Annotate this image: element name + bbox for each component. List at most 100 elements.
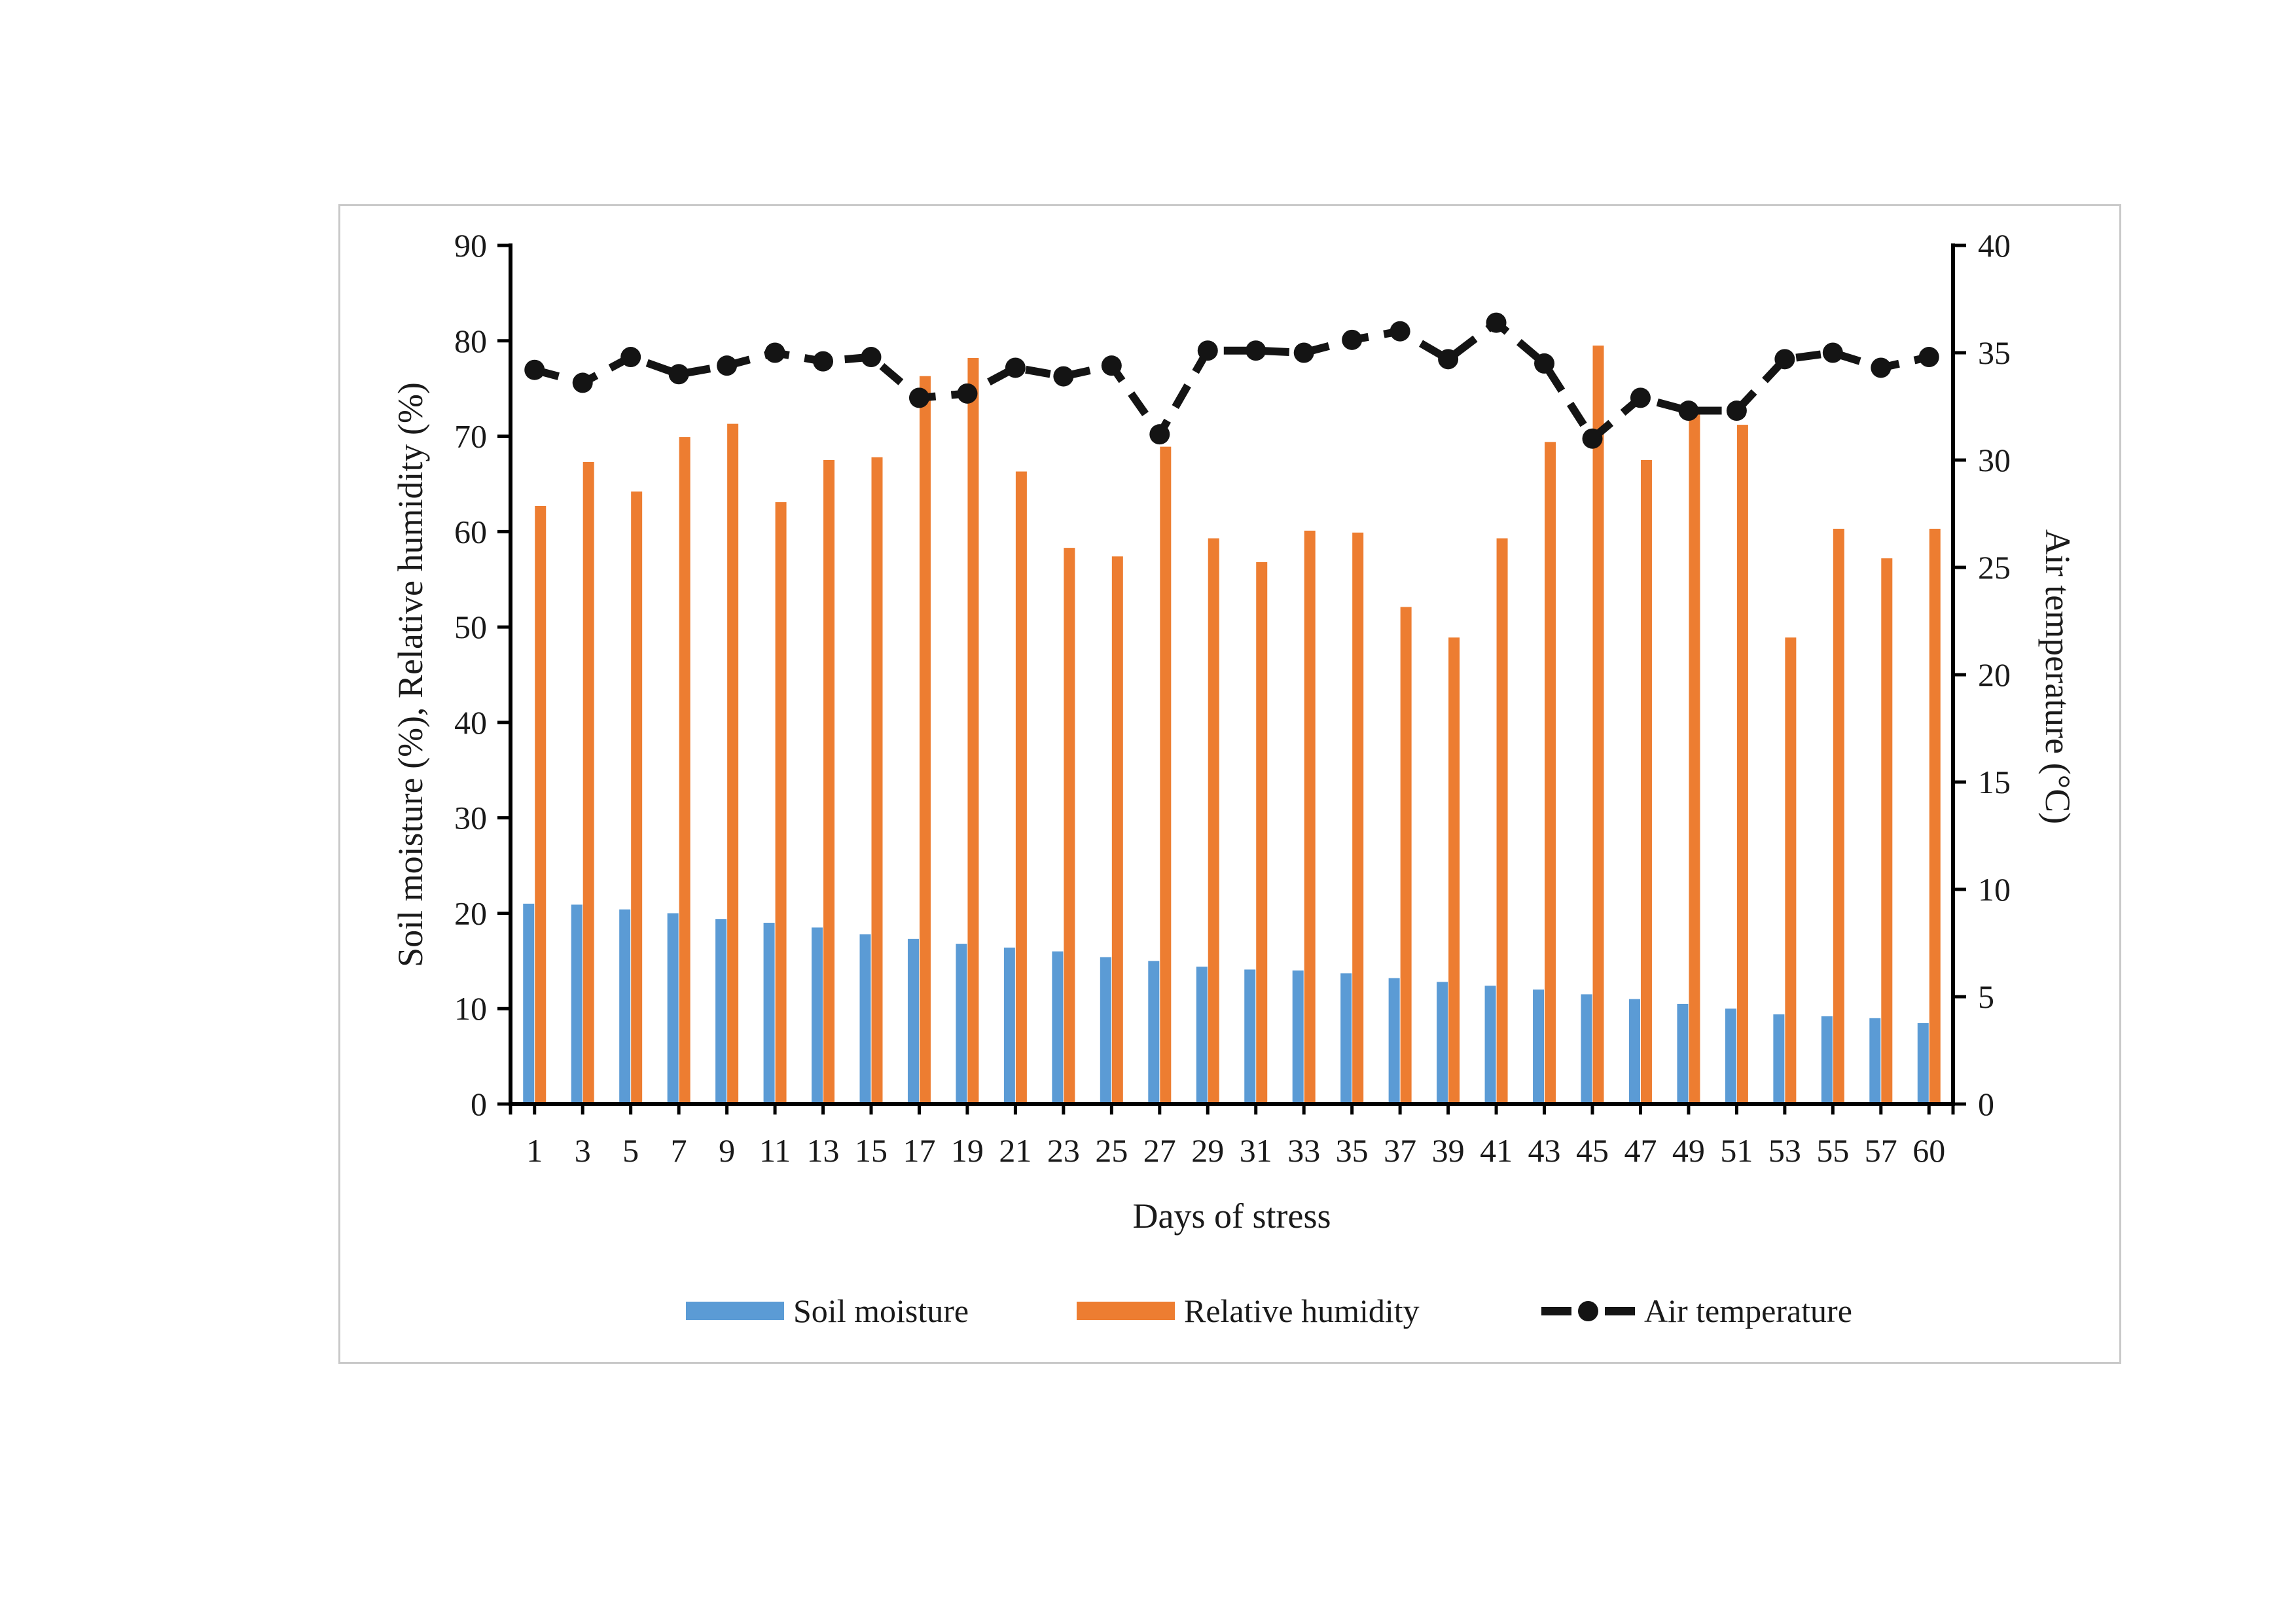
air-temperature-point-day-31: [1246, 340, 1266, 361]
air-temperature-point-day-43: [1534, 353, 1555, 374]
x-tick-43: 43: [1528, 1132, 1561, 1169]
x-tick-19: 19: [951, 1132, 984, 1169]
relative-humidity-legend-swatch-icon: [1077, 1302, 1175, 1320]
left-tick-30: 30: [454, 800, 487, 836]
bar-relative-humidity-day-21: [1015, 471, 1027, 1104]
bar-relative-humidity-day-3: [583, 461, 594, 1104]
legend-item-soil-moisture: Soil moisture: [686, 1293, 969, 1329]
left-tick-60: 60: [454, 513, 487, 550]
air-temperature-point-day-11: [764, 342, 785, 363]
air-temperature-point-day-53: [1774, 349, 1795, 370]
x-tick-47: 47: [1624, 1132, 1657, 1169]
legend-item-relative-humidity: Relative humidity: [1077, 1293, 1420, 1329]
air-temperature-point-day-35: [1342, 329, 1363, 350]
x-tick-41: 41: [1480, 1132, 1513, 1169]
air-temperature-point-day-55: [1822, 342, 1843, 363]
bar-relative-humidity-day-11: [775, 502, 787, 1104]
air-temperature-point-day-37: [1390, 321, 1410, 342]
left-tick-0: 0: [471, 1086, 487, 1122]
bar-relative-humidity-day-27: [1160, 446, 1172, 1104]
bar-soil-moisture-day-1: [523, 903, 535, 1104]
air-temperature-point-day-57: [1871, 357, 1892, 378]
air-temperature-points: [524, 312, 1939, 449]
x-tick-45: 45: [1576, 1132, 1609, 1169]
x-tick-1: 1: [526, 1132, 543, 1169]
bar-soil-moisture-day-31: [1244, 969, 1256, 1104]
bar-soil-moisture-day-27: [1148, 961, 1160, 1104]
right-tick-25: 25: [1978, 549, 2011, 586]
x-tick-5: 5: [622, 1132, 639, 1169]
bar-relative-humidity-day-29: [1208, 538, 1219, 1104]
air-temperature-point-day-5: [620, 347, 641, 368]
legend-label-relative-humidity: Relative humidity: [1184, 1293, 1420, 1329]
x-tick-27: 27: [1143, 1132, 1176, 1169]
air-temperature-point-day-3: [572, 372, 593, 393]
bars-soil-moisture: [523, 903, 1929, 1104]
air-temperature-point-day-33: [1293, 342, 1314, 363]
bar-relative-humidity-day-25: [1111, 556, 1123, 1104]
right-tick-40: 40: [1978, 227, 2011, 264]
bar-relative-humidity-day-15: [871, 457, 883, 1104]
air-temperature-point-day-25: [1101, 355, 1122, 376]
air-temperature-point-day-23: [1053, 366, 1074, 387]
bar-relative-humidity-day-31: [1256, 562, 1268, 1104]
right-tick-15: 15: [1978, 764, 2011, 800]
right-tick-30: 30: [1978, 442, 2011, 478]
legend-item-air-temperature: Air temperature: [1541, 1293, 1852, 1329]
air-temperature-point-day-15: [861, 347, 882, 368]
bar-soil-moisture-day-49: [1677, 1003, 1689, 1104]
x-tick-35: 35: [1336, 1132, 1369, 1169]
bar-soil-moisture-day-19: [956, 944, 967, 1104]
right-axis-ticks: 0 5 10 15 20 25 30 35 40: [1953, 227, 2011, 1122]
x-tick-25: 25: [1095, 1132, 1128, 1169]
left-tick-70: 70: [454, 418, 487, 455]
x-tick-29: 29: [1191, 1132, 1224, 1169]
air-temperature-point-day-9: [717, 355, 738, 376]
bar-soil-moisture-day-55: [1821, 1016, 1833, 1104]
bar-soil-moisture-day-45: [1581, 994, 1592, 1104]
bar-soil-moisture-day-47: [1628, 999, 1640, 1104]
bar-relative-humidity-day-13: [823, 460, 835, 1104]
air-temperature-point-day-60: [1918, 347, 1939, 368]
air-temperature-point-day-45: [1582, 428, 1603, 449]
bar-relative-humidity-day-35: [1352, 532, 1364, 1104]
bar-soil-moisture-day-29: [1196, 967, 1208, 1104]
x-tick-9: 9: [719, 1132, 735, 1169]
bar-relative-humidity-day-5: [631, 491, 643, 1104]
bar-soil-moisture-day-17: [907, 938, 919, 1104]
bar-relative-humidity-day-9: [727, 423, 739, 1104]
x-tick-39: 39: [1432, 1132, 1465, 1169]
bar-relative-humidity-day-57: [1881, 558, 1893, 1104]
bar-relative-humidity-day-55: [1833, 528, 1844, 1104]
left-tick-50: 50: [454, 609, 487, 645]
bars-relative-humidity: [535, 346, 1941, 1105]
x-tick-11: 11: [759, 1132, 791, 1169]
x-tick-21: 21: [999, 1132, 1031, 1169]
bar-relative-humidity-day-51: [1736, 425, 1748, 1104]
left-tick-90: 90: [454, 227, 487, 264]
bar-soil-moisture-day-37: [1388, 978, 1400, 1104]
x-tick-17: 17: [903, 1132, 935, 1169]
bar-relative-humidity-day-33: [1304, 530, 1316, 1104]
x-tick-57: 57: [1865, 1132, 1897, 1169]
bar-soil-moisture-day-39: [1437, 982, 1448, 1104]
bar-soil-moisture-day-53: [1773, 1014, 1785, 1104]
x-tick-3: 3: [575, 1132, 591, 1169]
right-tick-20: 20: [1978, 656, 2011, 693]
x-tick-13: 13: [807, 1132, 840, 1169]
x-tick-55: 55: [1816, 1132, 1849, 1169]
soil-moisture-legend-swatch-icon: [686, 1302, 784, 1320]
x-tick-31: 31: [1240, 1132, 1272, 1169]
bar-relative-humidity-day-39: [1448, 637, 1460, 1104]
air-temperature-point-day-49: [1678, 401, 1699, 421]
bar-soil-moisture-day-35: [1340, 973, 1352, 1104]
x-tick-7: 7: [671, 1132, 687, 1169]
left-tick-20: 20: [454, 895, 487, 931]
right-axis-title: Air temperature (°C): [2038, 529, 2077, 825]
air-temperature-point-day-17: [908, 387, 929, 408]
bar-soil-moisture-day-23: [1052, 951, 1064, 1104]
air-temperature-point-day-27: [1149, 424, 1170, 445]
x-tick-15: 15: [855, 1132, 888, 1169]
x-tick-53: 53: [1768, 1132, 1801, 1169]
bar-soil-moisture-day-33: [1292, 970, 1304, 1104]
